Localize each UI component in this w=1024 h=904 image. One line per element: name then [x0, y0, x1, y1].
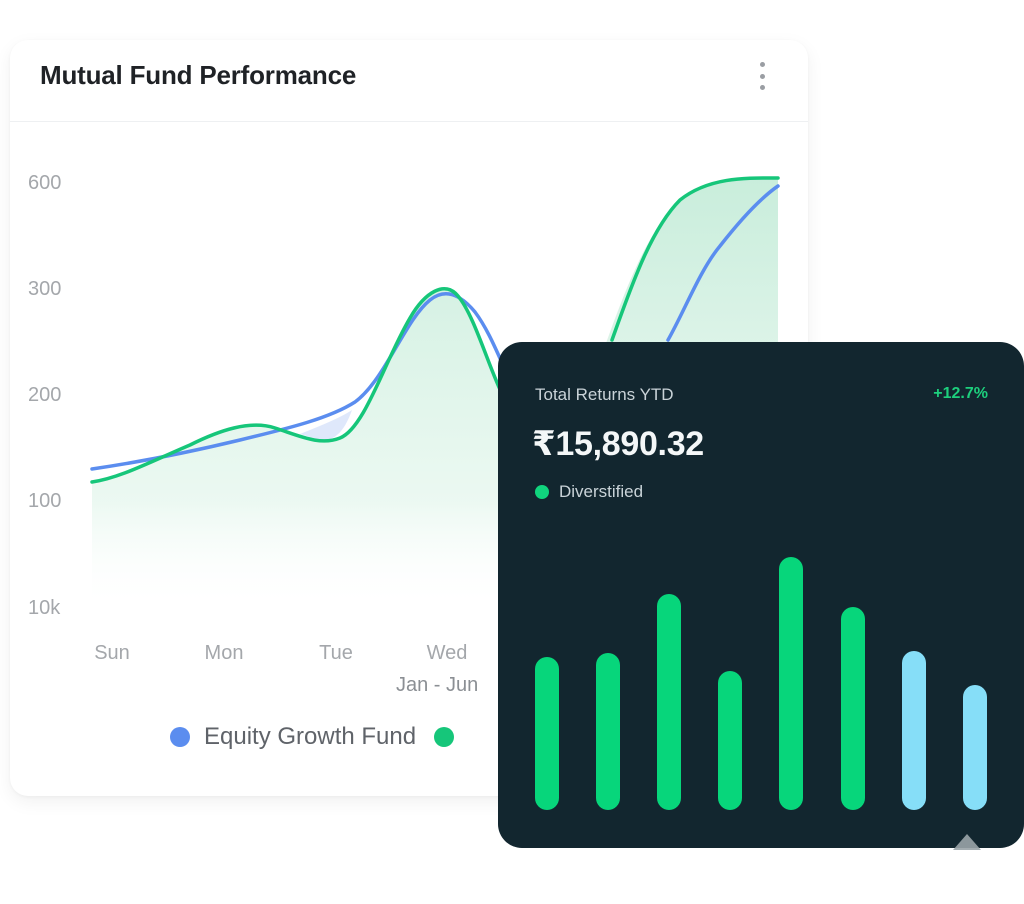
diversified-tag: Diverstified: [535, 482, 643, 502]
x-tick-label: Mon: [204, 642, 244, 664]
bar-5[interactable]: [779, 557, 803, 810]
status-dot-icon: [535, 485, 549, 499]
returns-summary-card: Total Returns YTD +12.7% ₹15,890.32 Dive…: [498, 342, 1024, 850]
equity-growth-line[interactable]: [90, 184, 780, 471]
legend-dot-icon: [434, 727, 455, 747]
tooltip-notch: [953, 834, 981, 850]
card-title: Mutual Fund Performance: [40, 60, 357, 90]
bar-8[interactable]: [963, 685, 987, 810]
bar-7[interactable]: [902, 651, 926, 810]
tag-label: Diverstified: [559, 482, 644, 501]
legend-dot-icon: [170, 727, 190, 747]
y-tick-label: 300: [28, 278, 62, 300]
x-tick-label: Wed: [426, 642, 468, 664]
summary-label: Total Returns YTD: [535, 385, 674, 404]
legend-item-second-fund[interactable]: [434, 727, 468, 747]
bar-2[interactable]: [596, 653, 620, 810]
y-tick-label: 10k: [28, 597, 61, 619]
x-axis-title: Jan - Jun: [396, 674, 479, 696]
card-header: Mutual Fund Performance: [10, 40, 808, 122]
y-tick-label: 200: [28, 384, 62, 406]
bar-6[interactable]: [841, 607, 865, 810]
total-amount: ₹15,890.32: [532, 425, 704, 463]
second-fund-line[interactable]: [90, 176, 780, 484]
bar-1[interactable]: [535, 657, 559, 810]
chart-legend: Equity Growth Fund: [170, 722, 486, 752]
y-tick-label: 100: [28, 490, 62, 512]
legend-label: Equity Growth Fund: [204, 723, 417, 750]
bar-3[interactable]: [657, 594, 681, 810]
x-tick-label: Sun: [94, 642, 130, 664]
kebab-vertical-icon[interactable]: [752, 60, 772, 92]
y-tick-label: 600: [28, 172, 62, 194]
legend-item-equity-growth-fund[interactable]: Equity Growth Fund: [170, 723, 416, 751]
x-tick-label: Tue: [319, 642, 353, 664]
bar-4[interactable]: [718, 671, 742, 810]
change-badge: +12.7%: [933, 385, 988, 402]
